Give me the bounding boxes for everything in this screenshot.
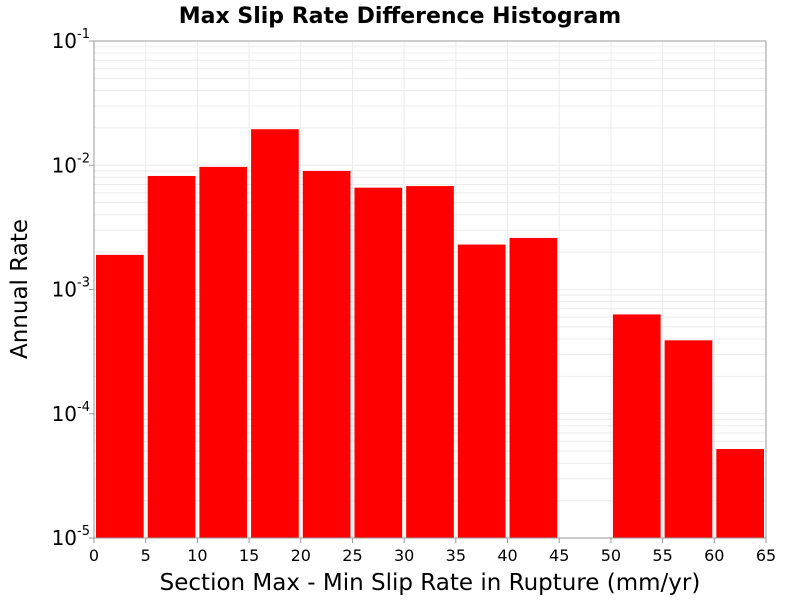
- x-tick-label: 60: [704, 546, 724, 565]
- y-axis-label: Annual Rate: [7, 219, 33, 359]
- y-tick-label: 10-3: [52, 276, 90, 302]
- histogram-bar: [406, 186, 454, 538]
- histogram-bar: [716, 449, 764, 538]
- histogram-bar: [612, 314, 661, 538]
- histogram-bar: [457, 244, 506, 539]
- y-tick-label: 10-4: [52, 400, 90, 426]
- x-tick-label: 30: [394, 546, 414, 565]
- x-tick-label: 55: [652, 546, 672, 565]
- x-tick-label: 15: [239, 546, 259, 565]
- x-tick-label: 50: [601, 546, 621, 565]
- x-tick-label: 45: [549, 546, 569, 565]
- y-tick-label: 10-2: [52, 151, 90, 177]
- x-tick-label: 35: [446, 546, 466, 565]
- histogram-bar: [354, 187, 403, 538]
- x-tick-label: 40: [497, 546, 517, 565]
- histogram-bar: [302, 170, 351, 538]
- x-tick-label: 25: [342, 546, 362, 565]
- x-tick-label: 10: [187, 546, 207, 565]
- bars: [96, 129, 764, 539]
- y-axis-ticks: 10-1 10-2 10-3 10-4 10-5: [52, 27, 94, 550]
- x-tick-label: 0: [89, 546, 99, 565]
- y-tick-label: 10-1: [52, 27, 90, 53]
- x-tick-label: 65: [756, 546, 776, 565]
- x-axis-ticks: 0 5 10 15 20 25 30 35 40 45 50 55 60 65: [89, 538, 776, 565]
- histogram-bar: [96, 254, 144, 538]
- x-tick-label: 20: [291, 546, 311, 565]
- y-tick-label: 10-5: [52, 524, 90, 550]
- histogram-bar: [509, 237, 558, 538]
- x-axis-label: Section Max - Min Slip Rate in Rupture (…: [160, 570, 701, 596]
- x-tick-label: 5: [141, 546, 151, 565]
- histogram-bar: [147, 175, 196, 539]
- histogram-bar: [251, 129, 299, 538]
- histogram-bar: [664, 340, 713, 538]
- histogram-bar: [199, 166, 248, 538]
- chart-title: Max Slip Rate Difference Histogram: [179, 4, 621, 29]
